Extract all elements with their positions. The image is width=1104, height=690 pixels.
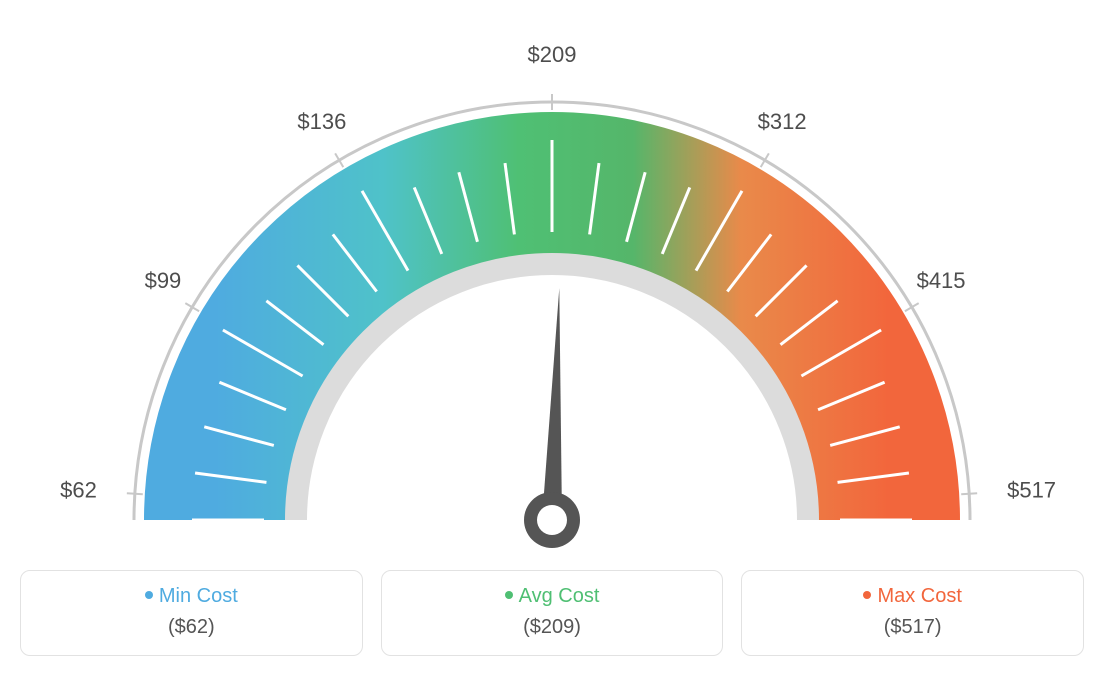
legend-row: Min Cost ($62) Avg Cost ($209) Max Cost … [20,570,1084,656]
svg-text:$517: $517 [1007,478,1056,503]
legend-dot-max [863,591,871,599]
legend-value-avg: ($209) [382,616,723,639]
legend-title-max-text: Max Cost [877,585,961,607]
svg-text:$415: $415 [917,268,966,293]
legend-title-max: Max Cost [742,585,1083,608]
legend-dot-min [145,591,153,599]
legend-title-avg-text: Avg Cost [519,585,600,607]
svg-text:$136: $136 [297,109,346,134]
legend-card-min: Min Cost ($62) [20,570,363,656]
legend-title-avg: Avg Cost [382,585,723,608]
legend-title-min-text: Min Cost [159,585,238,607]
svg-text:$209: $209 [528,42,577,67]
legend-dot-avg [505,591,513,599]
legend-title-min: Min Cost [21,585,362,608]
legend-value-min: ($62) [21,616,362,639]
svg-text:$99: $99 [145,268,182,293]
svg-text:$62: $62 [60,478,97,503]
legend-card-max: Max Cost ($517) [741,570,1084,656]
gauge-svg: $62 $99 $136 $209 $312 $415 $517 [20,20,1084,560]
cost-gauge-chart: $62 $99 $136 $209 $312 $415 $517 Min Cost ($62… [20,20,1084,656]
legend-card-avg: Avg Cost ($209) [381,570,724,656]
gauge-area: $62 $99 $136 $209 $312 $415 $517 [20,20,1084,560]
legend-value-max: ($517) [742,616,1083,639]
svg-text:$312: $312 [758,109,807,134]
